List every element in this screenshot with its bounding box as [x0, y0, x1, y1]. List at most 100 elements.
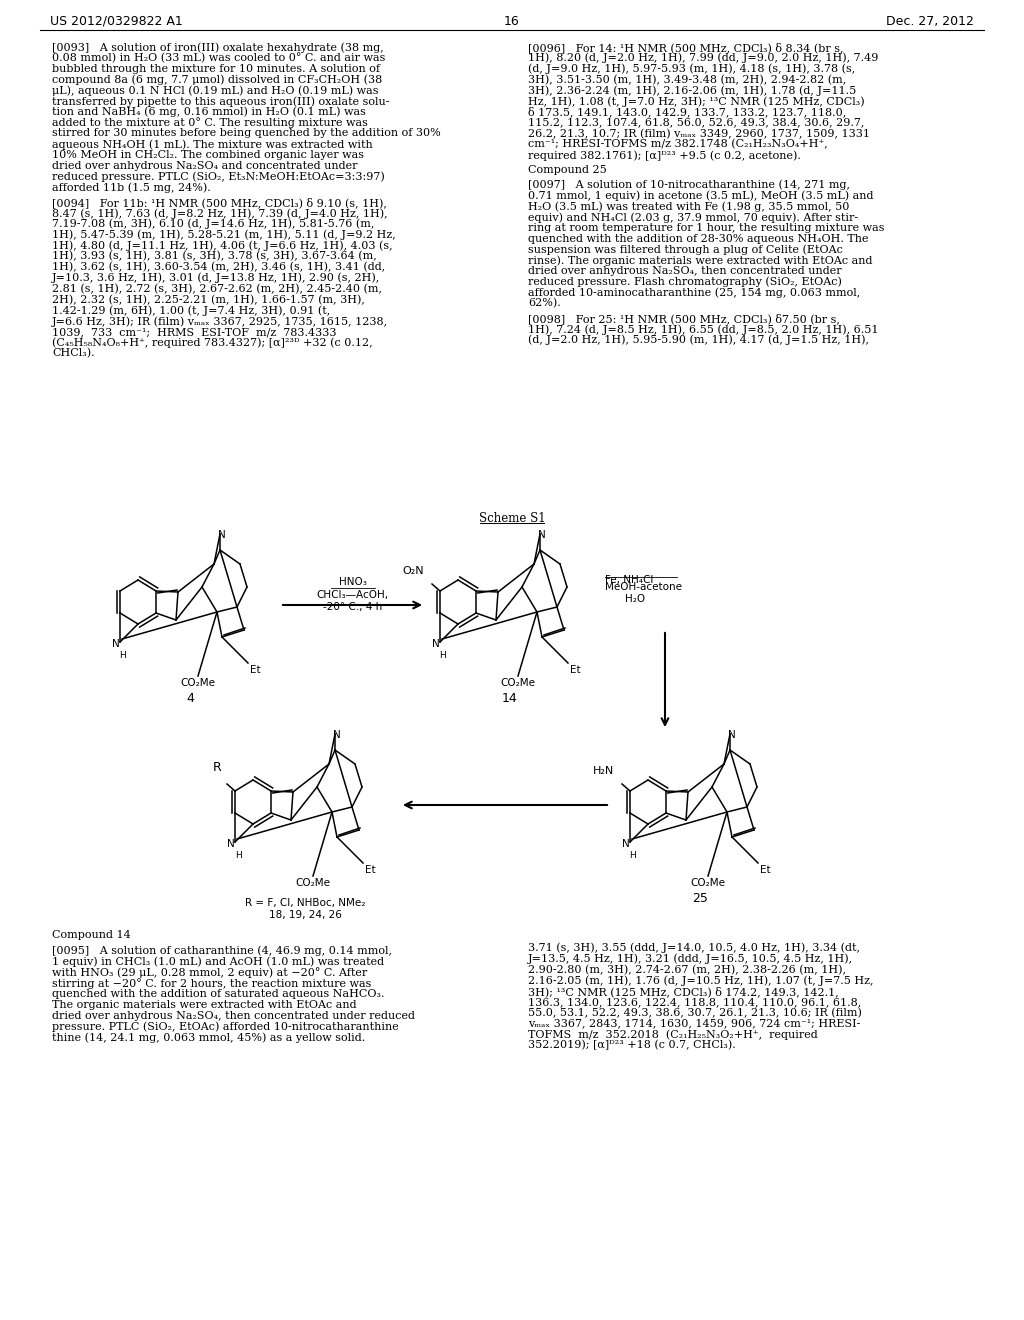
- Text: 4: 4: [186, 692, 194, 705]
- Text: afforded 11b (1.5 mg, 24%).: afforded 11b (1.5 mg, 24%).: [52, 182, 211, 193]
- Text: R = F, Cl, NHBoc, NMe₂: R = F, Cl, NHBoc, NMe₂: [245, 898, 366, 908]
- Text: 2.16-2.05 (m, 1H), 1.76 (d, J=10.5 Hz, 1H), 1.07 (t, J=7.5 Hz,: 2.16-2.05 (m, 1H), 1.76 (d, J=10.5 Hz, 1…: [528, 975, 873, 986]
- Text: J=13.5, 4.5 Hz, 1H), 3.21 (ddd, J=16.5, 10.5, 4.5 Hz, 1H),: J=13.5, 4.5 Hz, 1H), 3.21 (ddd, J=16.5, …: [528, 953, 853, 964]
- Text: N: N: [728, 730, 736, 741]
- Text: 2.81 (s, 1H), 2.72 (s, 3H), 2.67-2.62 (m, 2H), 2.45-2.40 (m,: 2.81 (s, 1H), 2.72 (s, 3H), 2.67-2.62 (m…: [52, 284, 382, 294]
- Text: N: N: [113, 639, 120, 649]
- Text: N: N: [539, 531, 546, 540]
- Text: [0097]   A solution of 10-nitrocatharanthine (14, 271 mg,: [0097] A solution of 10-nitrocatharanthi…: [528, 180, 850, 190]
- Text: dried over anhydrous Na₂SO₄ and concentrated under: dried over anhydrous Na₂SO₄ and concentr…: [52, 161, 357, 170]
- Text: (C₄₅H₅₈N₄O₈+H⁺, required 783.4327); [α]²³ᴰ +32 (c 0.12,: (C₄₅H₅₈N₄O₈+H⁺, required 783.4327); [α]²…: [52, 338, 373, 348]
- Text: 0.71 mmol, 1 equiv) in acetone (3.5 mL), MeOH (3.5 mL) and: 0.71 mmol, 1 equiv) in acetone (3.5 mL),…: [528, 190, 873, 201]
- Text: transferred by pipette to this aqueous iron(III) oxalate solu-: transferred by pipette to this aqueous i…: [52, 96, 389, 107]
- Text: 26.2, 21.3, 10.7; IR (film) vₘₐₓ 3349, 2960, 1737, 1509, 1331: 26.2, 21.3, 10.7; IR (film) vₘₐₓ 3349, 2…: [528, 128, 870, 139]
- Text: HNO₃: HNO₃: [339, 577, 367, 587]
- Text: CO₂Me: CO₂Me: [180, 678, 215, 688]
- Text: with HNO₃ (29 μL, 0.28 mmol, 2 equiv) at −20° C. After: with HNO₃ (29 μL, 0.28 mmol, 2 equiv) at…: [52, 968, 368, 978]
- Text: CO₂Me: CO₂Me: [296, 878, 331, 888]
- Text: 1H), 3.93 (s, 1H), 3.81 (s, 3H), 3.78 (s, 3H), 3.67-3.64 (m,: 1H), 3.93 (s, 1H), 3.81 (s, 3H), 3.78 (s…: [52, 251, 377, 261]
- Text: Et: Et: [365, 865, 376, 875]
- Text: thine (14, 24.1 mg, 0.063 mmol, 45%) as a yellow solid.: thine (14, 24.1 mg, 0.063 mmol, 45%) as …: [52, 1032, 366, 1043]
- Text: 10% MeOH in CH₂Cl₂. The combined organic layer was: 10% MeOH in CH₂Cl₂. The combined organic…: [52, 150, 364, 160]
- Text: 62%).: 62%).: [528, 298, 561, 309]
- Text: 115.2, 112.3, 107.4, 61.8, 56.0, 52.6, 49.3, 38.4, 30.6, 29.7,: 115.2, 112.3, 107.4, 61.8, 56.0, 52.6, 4…: [528, 117, 864, 128]
- Text: tion and NaBH₄ (6 mg, 0.16 mmol) in H₂O (0.1 mL) was: tion and NaBH₄ (6 mg, 0.16 mmol) in H₂O …: [52, 107, 366, 117]
- Text: quenched with the addition of saturated aqueous NaHCO₃.: quenched with the addition of saturated …: [52, 989, 384, 999]
- Text: pressure. PTLC (SiO₂, EtOAc) afforded 10-nitrocatharanthine: pressure. PTLC (SiO₂, EtOAc) afforded 10…: [52, 1022, 398, 1032]
- Text: H₂N: H₂N: [593, 766, 614, 776]
- Text: Dec. 27, 2012: Dec. 27, 2012: [886, 15, 974, 28]
- Text: N: N: [218, 531, 226, 540]
- Text: Et: Et: [250, 665, 261, 675]
- Text: added to the mixture at 0° C. The resulting mixture was: added to the mixture at 0° C. The result…: [52, 117, 368, 128]
- Text: δ 173.5, 149.1, 143.0, 142.9, 133.7, 133.2, 123.7, 118.0,: δ 173.5, 149.1, 143.0, 142.9, 133.7, 133…: [528, 107, 846, 117]
- Text: 136.3, 134.0, 123.6, 122.4, 118.8, 110.4, 110.0, 96.1, 61.8,: 136.3, 134.0, 123.6, 122.4, 118.8, 110.4…: [528, 997, 861, 1007]
- Text: Compound 25: Compound 25: [528, 165, 607, 174]
- Text: N: N: [333, 730, 341, 741]
- Text: [0093]   A solution of iron(III) oxalate hexahydrate (38 mg,: [0093] A solution of iron(III) oxalate h…: [52, 42, 384, 53]
- Text: 8.47 (s, 1H), 7.63 (d, J=8.2 Hz, 1H), 7.39 (d, J=4.0 Hz, 1H),: 8.47 (s, 1H), 7.63 (d, J=8.2 Hz, 1H), 7.…: [52, 209, 388, 219]
- Text: 16: 16: [504, 15, 520, 28]
- Text: 25: 25: [692, 892, 708, 906]
- Text: Hz, 1H), 1.08 (t, J=7.0 Hz, 3H); ¹³C NMR (125 MHz, CDCl₃): Hz, 1H), 1.08 (t, J=7.0 Hz, 3H); ¹³C NMR…: [528, 96, 864, 107]
- Text: 3H); ¹³C NMR (125 MHz, CDCl₃) δ 174.2, 149.3, 142.1,: 3H); ¹³C NMR (125 MHz, CDCl₃) δ 174.2, 1…: [528, 986, 839, 997]
- Text: (d, J=2.0 Hz, 1H), 5.95-5.90 (m, 1H), 4.17 (d, J=1.5 Hz, 1H),: (d, J=2.0 Hz, 1H), 5.95-5.90 (m, 1H), 4.…: [528, 335, 869, 346]
- Text: N: N: [623, 840, 630, 849]
- Text: 1H), 7.24 (d, J=8.5 Hz, 1H), 6.55 (dd, J=8.5, 2.0 Hz, 1H), 6.51: 1H), 7.24 (d, J=8.5 Hz, 1H), 6.55 (dd, J…: [528, 323, 879, 334]
- Text: cm⁻¹; HRESI-TOFMS m/z 382.1748 (C₂₁H₂₃N₃O₄+H⁺,: cm⁻¹; HRESI-TOFMS m/z 382.1748 (C₂₁H₂₃N₃…: [528, 139, 827, 149]
- Text: stirred for 30 minutes before being quenched by the addition of 30%: stirred for 30 minutes before being quen…: [52, 128, 440, 139]
- Text: stirring at −20° C. for 2 hours, the reaction mixture was: stirring at −20° C. for 2 hours, the rea…: [52, 978, 372, 989]
- Text: H₂O (3.5 mL) was treated with Fe (1.98 g, 35.5 mmol, 50: H₂O (3.5 mL) was treated with Fe (1.98 g…: [528, 201, 849, 211]
- Text: 352.2019); [α]ᴰ²³ +18 (c 0.7, CHCl₃).: 352.2019); [α]ᴰ²³ +18 (c 0.7, CHCl₃).: [528, 1040, 736, 1051]
- Text: [0096]   For 14: ¹H NMR (500 MHz, CDCl₃) δ 8.34 (br s,: [0096] For 14: ¹H NMR (500 MHz, CDCl₃) δ…: [528, 42, 844, 53]
- Text: dried over anhydrous Na₂SO₄, then concentrated under reduced: dried over anhydrous Na₂SO₄, then concen…: [52, 1011, 415, 1020]
- Text: J=10.3, 3.6 Hz, 1H), 3.01 (d, J=13.8 Hz, 1H), 2.90 (s, 2H),: J=10.3, 3.6 Hz, 1H), 3.01 (d, J=13.8 Hz,…: [52, 273, 380, 284]
- Text: ring at room temperature for 1 hour, the resulting mixture was: ring at room temperature for 1 hour, the…: [528, 223, 885, 232]
- Text: 1H), 4.80 (d, J=11.1 Hz, 1H), 4.06 (t, J=6.6 Hz, 1H), 4.03 (s,: 1H), 4.80 (d, J=11.1 Hz, 1H), 4.06 (t, J…: [52, 240, 392, 251]
- Text: CHCl₃—AcOH,: CHCl₃—AcOH,: [316, 590, 388, 601]
- Text: [0098]   For 25: ¹H NMR (500 MHz, CDCl₃) δ7.50 (br s,: [0098] For 25: ¹H NMR (500 MHz, CDCl₃) δ…: [528, 313, 840, 323]
- Text: 3H), 2.36-2.24 (m, 1H), 2.16-2.06 (m, 1H), 1.78 (d, J=11.5: 3H), 2.36-2.24 (m, 1H), 2.16-2.06 (m, 1H…: [528, 86, 856, 96]
- Text: -20° C., 4 h: -20° C., 4 h: [323, 602, 382, 612]
- Text: CO₂Me: CO₂Me: [501, 678, 536, 688]
- Text: reduced pressure. Flash chromatography (SiO₂, EtOAc): reduced pressure. Flash chromatography (…: [528, 277, 842, 288]
- Text: 2H), 2.32 (s, 1H), 2.25-2.21 (m, 1H), 1.66-1.57 (m, 3H),: 2H), 2.32 (s, 1H), 2.25-2.21 (m, 1H), 1.…: [52, 294, 365, 305]
- Text: aqueous NH₄OH (1 mL). The mixture was extracted with: aqueous NH₄OH (1 mL). The mixture was ex…: [52, 139, 373, 149]
- Text: J=6.6 Hz, 3H); IR (film) vₘₐₓ 3367, 2925, 1735, 1615, 1238,: J=6.6 Hz, 3H); IR (film) vₘₐₓ 3367, 2925…: [52, 315, 388, 326]
- Text: [0094]   For 11b: ¹H NMR (500 MHz, CDCl₃) δ 9.10 (s, 1H),: [0094] For 11b: ¹H NMR (500 MHz, CDCl₃) …: [52, 197, 387, 209]
- Text: μL), aqueous 0.1 N HCl (0.19 mL) and H₂O (0.19 mL) was: μL), aqueous 0.1 N HCl (0.19 mL) and H₂O…: [52, 86, 379, 96]
- Text: [0095]   A solution of catharanthine (4, 46.9 mg, 0.14 mmol,: [0095] A solution of catharanthine (4, 4…: [52, 946, 392, 957]
- Text: R: R: [212, 762, 221, 774]
- Text: quenched with the addition of 28-30% aqueous NH₄OH. The: quenched with the addition of 28-30% aqu…: [528, 234, 868, 244]
- Text: 1H), 8.20 (d, J=2.0 Hz, 1H), 7.99 (dd, J=9.0, 2.0 Hz, 1H), 7.49: 1H), 8.20 (d, J=2.0 Hz, 1H), 7.99 (dd, J…: [528, 53, 879, 63]
- Text: required 382.1761); [α]ᴰ²³ +9.5 (c 0.2, acetone).: required 382.1761); [α]ᴰ²³ +9.5 (c 0.2, …: [528, 150, 801, 161]
- Text: 1.42-1.29 (m, 6H), 1.00 (t, J=7.4 Hz, 3H), 0.91 (t,: 1.42-1.29 (m, 6H), 1.00 (t, J=7.4 Hz, 3H…: [52, 305, 331, 315]
- Text: 3.71 (s, 3H), 3.55 (ddd, J=14.0, 10.5, 4.0 Hz, 1H), 3.34 (dt,: 3.71 (s, 3H), 3.55 (ddd, J=14.0, 10.5, 4…: [528, 942, 860, 953]
- Text: 55.0, 53.1, 52.2, 49.3, 38.6, 30.7, 26.1, 21.3, 10.6; IR (film): 55.0, 53.1, 52.2, 49.3, 38.6, 30.7, 26.1…: [528, 1007, 862, 1018]
- Text: CO₂Me: CO₂Me: [690, 878, 725, 888]
- Text: rinse). The organic materials were extracted with EtOAc and: rinse). The organic materials were extra…: [528, 255, 872, 265]
- Text: Fe, NH₄Cl: Fe, NH₄Cl: [605, 576, 653, 585]
- Text: 0.08 mmol) in H₂O (33 mL) was cooled to 0° C. and air was: 0.08 mmol) in H₂O (33 mL) was cooled to …: [52, 53, 385, 63]
- Text: 2.90-2.80 (m, 3H), 2.74-2.67 (m, 2H), 2.38-2.26 (m, 1H),: 2.90-2.80 (m, 3H), 2.74-2.67 (m, 2H), 2.…: [528, 965, 846, 974]
- Text: 1H), 5.47-5.39 (m, 1H), 5.28-5.21 (m, 1H), 5.11 (d, J=9.2 Hz,: 1H), 5.47-5.39 (m, 1H), 5.28-5.21 (m, 1H…: [52, 230, 395, 240]
- Text: 14: 14: [502, 692, 518, 705]
- Text: The organic materials were extracted with EtOAc and: The organic materials were extracted wit…: [52, 999, 356, 1010]
- Text: Et: Et: [760, 865, 771, 875]
- Text: H₂O: H₂O: [625, 594, 645, 605]
- Text: (d, J=9.0 Hz, 1H), 5.97-5.93 (m, 1H), 4.18 (s, 1H), 3.78 (s,: (d, J=9.0 Hz, 1H), 5.97-5.93 (m, 1H), 4.…: [528, 63, 855, 74]
- Text: Scheme S1: Scheme S1: [478, 512, 546, 525]
- Text: H: H: [439, 651, 446, 660]
- Text: 18, 19, 24, 26: 18, 19, 24, 26: [268, 909, 341, 920]
- Text: vₘₐₓ 3367, 2843, 1714, 1630, 1459, 906, 724 cm⁻¹; HRESI-: vₘₐₓ 3367, 2843, 1714, 1630, 1459, 906, …: [528, 1019, 860, 1028]
- Text: O₂N: O₂N: [402, 566, 424, 576]
- Text: afforded 10-aminocatharanthine (25, 154 mg, 0.063 mmol,: afforded 10-aminocatharanthine (25, 154 …: [528, 288, 860, 298]
- Text: MeOH-acetone: MeOH-acetone: [605, 582, 682, 591]
- Text: US 2012/0329822 A1: US 2012/0329822 A1: [50, 15, 182, 28]
- Text: Compound 14: Compound 14: [52, 931, 131, 940]
- Text: 1H), 3.62 (s, 1H), 3.60-3.54 (m, 2H), 3.46 (s, 1H), 3.41 (dd,: 1H), 3.62 (s, 1H), 3.60-3.54 (m, 2H), 3.…: [52, 261, 385, 272]
- Text: 3H), 3.51-3.50 (m, 1H), 3.49-3.48 (m, 2H), 2.94-2.82 (m,: 3H), 3.51-3.50 (m, 1H), 3.49-3.48 (m, 2H…: [528, 74, 846, 84]
- Text: dried over anhydrous Na₂SO₄, then concentrated under: dried over anhydrous Na₂SO₄, then concen…: [528, 267, 842, 276]
- Text: N: N: [432, 639, 440, 649]
- Text: N: N: [227, 840, 234, 849]
